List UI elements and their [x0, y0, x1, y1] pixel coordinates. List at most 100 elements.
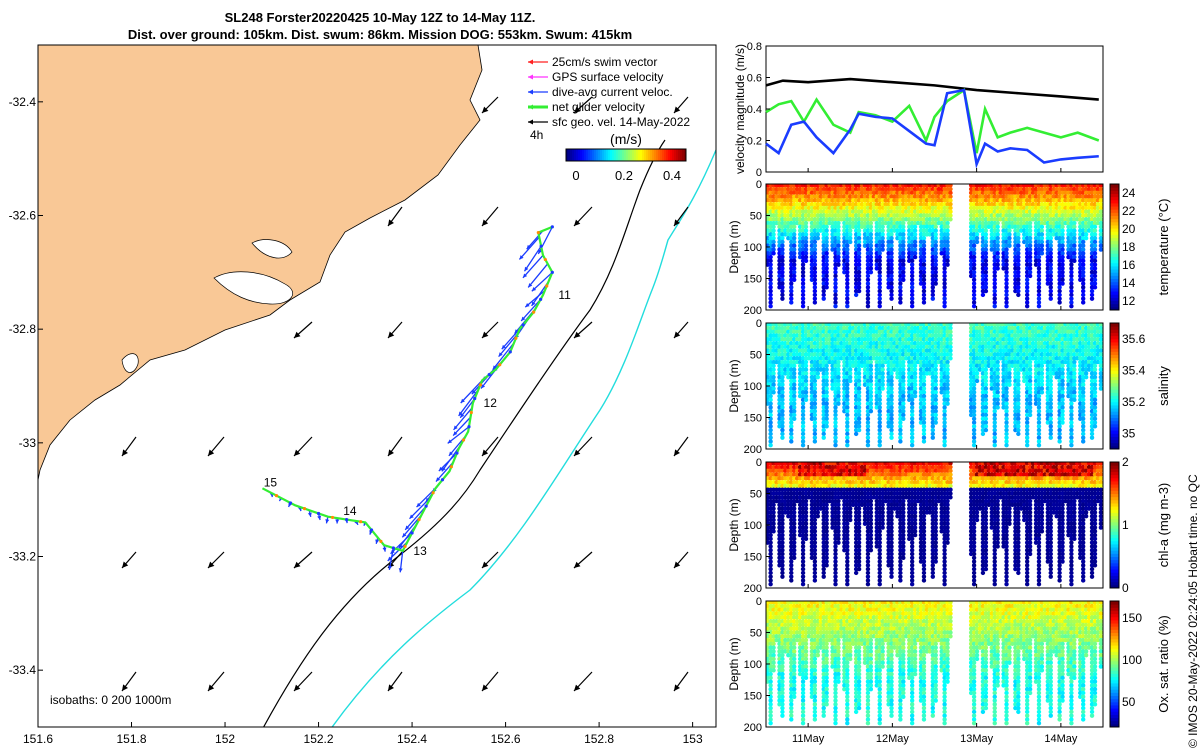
profile-point [968, 186, 974, 192]
profile-point [1004, 273, 1009, 279]
profile-point [1024, 386, 1030, 391]
profile-point [1083, 201, 1089, 207]
profile-point [889, 285, 894, 290]
profile-point [1066, 323, 1071, 327]
profile-point [1019, 198, 1024, 203]
profile-point [824, 333, 829, 338]
profile-point [877, 431, 882, 437]
profile-point [821, 235, 826, 241]
profile-point [771, 220, 776, 226]
profile-point [1069, 239, 1074, 245]
colorbar-cell [1110, 231, 1119, 235]
profile-point [859, 184, 865, 188]
profile-point [800, 348, 806, 353]
profile-point [948, 329, 953, 335]
profile-point [1004, 325, 1009, 331]
profile-point [886, 359, 891, 365]
profile-point [904, 194, 909, 199]
profile-point [1066, 325, 1071, 331]
profile-point [768, 243, 773, 248]
profile-point [777, 397, 782, 403]
profile-point [845, 247, 850, 252]
profile-point [1081, 201, 1086, 207]
profile-point [901, 382, 906, 387]
profile-point [1022, 325, 1027, 331]
profile-point [983, 340, 989, 346]
profile-point [974, 190, 980, 196]
profile-point [859, 337, 865, 342]
profile-point [1089, 232, 1095, 237]
profile-point [1057, 239, 1062, 245]
profile-point [871, 213, 877, 218]
profile-point [856, 235, 862, 241]
profile-point [992, 251, 997, 256]
profile-point [1069, 270, 1074, 275]
profile-point [986, 337, 992, 342]
profile-point [945, 205, 950, 211]
profile-point [980, 329, 986, 335]
profile-point [971, 397, 977, 403]
profile-point [1001, 405, 1006, 410]
profile-point [815, 198, 821, 203]
profile-point [803, 205, 809, 211]
profile-point [786, 344, 791, 350]
profile-point [995, 217, 1000, 222]
track-point [369, 528, 374, 532]
profile-point [909, 333, 915, 338]
profile-point [936, 340, 941, 346]
profile-point [933, 363, 938, 369]
profile-point [912, 186, 918, 192]
profile-point [1078, 247, 1083, 252]
profile-point [992, 352, 997, 357]
profile-point [1086, 201, 1092, 207]
profile-point [833, 266, 838, 271]
profile-point [945, 325, 950, 331]
profile-point [1045, 352, 1051, 357]
profile-point [856, 348, 862, 353]
profile-point [1030, 205, 1036, 211]
profile-point [1016, 420, 1021, 425]
profile-point [992, 439, 997, 444]
profile-point [886, 186, 891, 192]
profile-point [898, 352, 903, 357]
profile-point [945, 232, 950, 237]
profile-point [780, 393, 785, 399]
profile-point [983, 285, 989, 290]
profile-point [977, 344, 983, 350]
profile-point [856, 352, 862, 357]
profile-point [824, 235, 829, 241]
profile-point [948, 325, 953, 331]
profile-point [1045, 378, 1051, 384]
colorbar-cell [1110, 284, 1119, 289]
profile-point [995, 382, 1000, 387]
profile-point [818, 228, 823, 233]
profile-point [889, 363, 894, 369]
profile-point [898, 359, 903, 365]
profile-point [992, 409, 997, 414]
profile-point [1004, 340, 1009, 346]
colorbar-cell [1110, 306, 1119, 311]
profile-point [856, 288, 862, 294]
profile-point [939, 190, 944, 196]
profile-point [877, 325, 882, 331]
profile-point [1022, 333, 1027, 338]
profile-point [933, 190, 938, 196]
profile-point [1060, 333, 1065, 338]
profile-point [848, 198, 853, 203]
profile-point [901, 397, 906, 403]
profile-point [859, 348, 865, 353]
profile-point [1057, 209, 1062, 214]
profile-point [786, 363, 791, 369]
profile-point [856, 378, 862, 384]
profile-point [1030, 198, 1036, 203]
track-point [288, 501, 293, 505]
profile-point [1098, 220, 1103, 226]
profile-point [948, 186, 953, 192]
profile-point [1010, 344, 1015, 350]
profile-point [1016, 228, 1021, 233]
profile-point [880, 186, 885, 192]
profile-point [992, 273, 997, 279]
colorbar-cell [600, 149, 603, 161]
profile-point [862, 344, 868, 350]
profile-point [1027, 239, 1033, 245]
